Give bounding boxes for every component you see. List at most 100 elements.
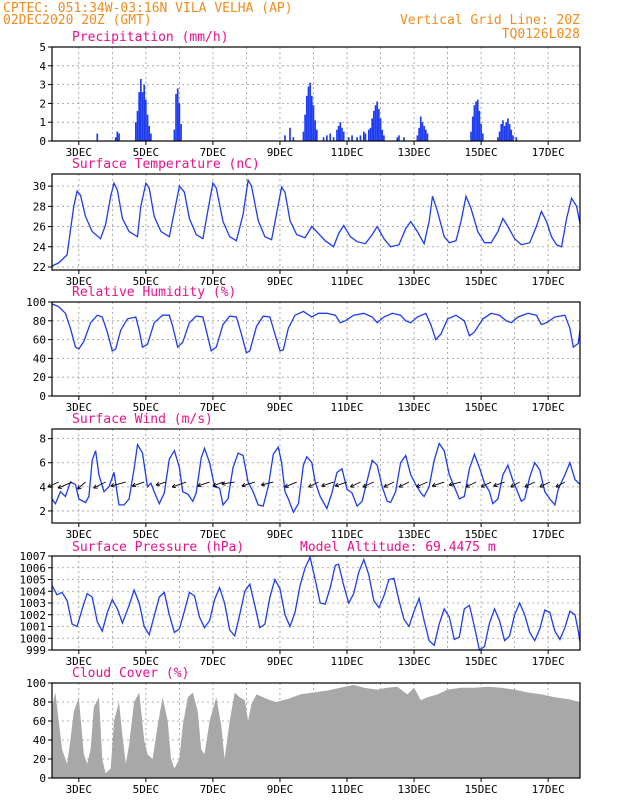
pressure-xtick-label: 5DEC (133, 655, 160, 668)
precip-ytick-label: 2 (39, 97, 46, 110)
precip-bar (141, 92, 144, 141)
wind-vector (284, 481, 297, 488)
wind-ytick-label: 8 (39, 433, 46, 446)
wind-vector (493, 481, 505, 487)
precip-frame (51, 46, 581, 142)
precip-bar (508, 124, 511, 141)
precip-bar (376, 101, 379, 141)
temp-xtick-label: 13DEC (397, 275, 430, 288)
wind-xtick-label: 7DEC (200, 528, 227, 541)
cloud-xtick-label: 7DEC (200, 783, 227, 796)
precip-bar (312, 105, 315, 141)
cloud-xtick-label: 5DEC (133, 783, 160, 796)
wind-vector-head (212, 482, 217, 487)
pressure-ytick-label: 999 (26, 644, 46, 657)
precip-bar (176, 88, 179, 141)
cloud-xtick-label: 9DEC (267, 783, 294, 796)
pressure-ytick-label: 1004 (20, 585, 47, 598)
temp-ytick-label: 28 (33, 200, 46, 213)
precip-bar (316, 129, 318, 141)
wind-vector-head (416, 483, 421, 488)
wind-vector-head (334, 482, 340, 488)
precip-title: Precipitation (mm/h) (72, 30, 229, 45)
precip-xtick-label: 7DEC (200, 146, 227, 159)
wind-vector-head (284, 483, 289, 488)
precip-bar (498, 131, 501, 141)
precip-bar (476, 99, 479, 141)
wind-vector (321, 481, 334, 487)
wind-vector (555, 481, 566, 488)
wind-vector (334, 481, 348, 487)
precip-bar (96, 133, 99, 141)
wind-title: Surface Wind (m/s) (72, 412, 213, 427)
wind-vector (480, 481, 492, 488)
precip-bar (175, 94, 177, 141)
precip-bar (500, 124, 503, 141)
wind-xtick-label: 5DEC (133, 528, 160, 541)
wind-vector-head (398, 483, 404, 488)
precip-bar (426, 133, 429, 141)
precip-bar (143, 84, 146, 141)
header-model-code: TQ0126L028 (502, 27, 580, 42)
wind-ytick-label: 4 (39, 481, 46, 494)
temp-xtick-label: 7DEC (200, 275, 227, 288)
temp-xtick-label: 15DEC (465, 275, 498, 288)
precip-bar (471, 116, 474, 141)
temp-xtick-label: 17DEC (532, 275, 565, 288)
precip-bar (136, 110, 139, 141)
precip-bar (180, 124, 182, 141)
rh-xtick-label: 11DEC (330, 401, 363, 414)
precip-bar (515, 137, 518, 141)
precip-bar (304, 114, 306, 141)
wind-vector (221, 481, 235, 485)
wind-vector-head (539, 483, 544, 488)
rh-ytick-label: 60 (33, 334, 46, 347)
temp-ytick-label: 24 (33, 241, 47, 254)
wind-vector-head (448, 481, 453, 487)
header-station: CPTEC: 051:34W-03:16N VILA VELHA (AP) (3, 1, 293, 16)
precip-bar (369, 127, 372, 141)
precip-bar (134, 122, 137, 141)
precip-bar (362, 131, 365, 141)
wind-xtick-label: 17DEC (532, 528, 565, 541)
cloud-ytick-label: 80 (33, 696, 46, 709)
wind-vector-head (308, 483, 313, 488)
wind-vector-head (57, 484, 63, 489)
rh-ytick-label: 20 (33, 371, 46, 384)
wind-vector (77, 481, 86, 490)
precip-bar (473, 105, 476, 141)
precip-bar (339, 122, 342, 141)
precip-bar (478, 110, 481, 141)
precip-bar (307, 86, 310, 141)
rh-xtick-label: 7DEC (200, 401, 227, 414)
wind-vector (171, 481, 187, 488)
precip-bar (148, 125, 151, 141)
cloud-ytick-label: 0 (39, 772, 46, 785)
wind-vector (350, 481, 361, 488)
precip-bar (146, 114, 149, 141)
wind-xtick-label: 13DEC (397, 528, 430, 541)
precip-xtick-label: 9DEC (267, 146, 294, 159)
rh-xtick-label: 17DEC (532, 401, 565, 414)
precip-bar (347, 137, 350, 141)
pressure-xtick-label: 17DEC (532, 655, 565, 668)
precip-bar (336, 129, 338, 141)
precip-bar (329, 133, 332, 141)
wind-vector-head (362, 483, 367, 488)
wind-vector (539, 481, 551, 488)
pressure-xtick-label: 9DEC (267, 655, 294, 668)
precip-bar (302, 131, 305, 141)
wind-vector-head (93, 484, 98, 489)
precip-bar (140, 78, 142, 141)
temp-xtick-label: 5DEC (133, 275, 160, 288)
precip-bar (314, 120, 316, 141)
wind-vector (524, 481, 535, 488)
rh-xtick-label: 15DEC (465, 401, 498, 414)
cloud-ytick-label: 20 (33, 753, 46, 766)
wind-vector-head (493, 482, 498, 488)
precip-bar (356, 137, 358, 141)
cloud-title: Cloud Cover (%) (72, 666, 189, 681)
wind-vector-head (555, 483, 560, 488)
precip-bar (173, 129, 176, 141)
wind-vector (308, 481, 319, 488)
